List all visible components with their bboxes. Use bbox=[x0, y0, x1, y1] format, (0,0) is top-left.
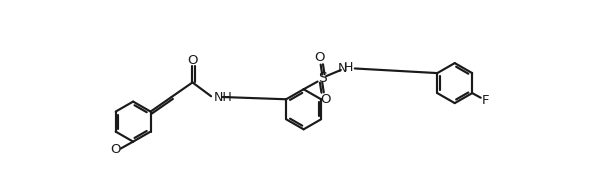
Text: NH: NH bbox=[214, 90, 233, 103]
Text: N: N bbox=[338, 62, 347, 75]
Text: O: O bbox=[320, 93, 331, 106]
Text: O: O bbox=[314, 51, 325, 64]
Text: S: S bbox=[318, 71, 326, 85]
Text: O: O bbox=[187, 54, 198, 67]
Text: O: O bbox=[110, 143, 121, 156]
Text: F: F bbox=[482, 94, 489, 107]
Text: H: H bbox=[344, 61, 353, 74]
